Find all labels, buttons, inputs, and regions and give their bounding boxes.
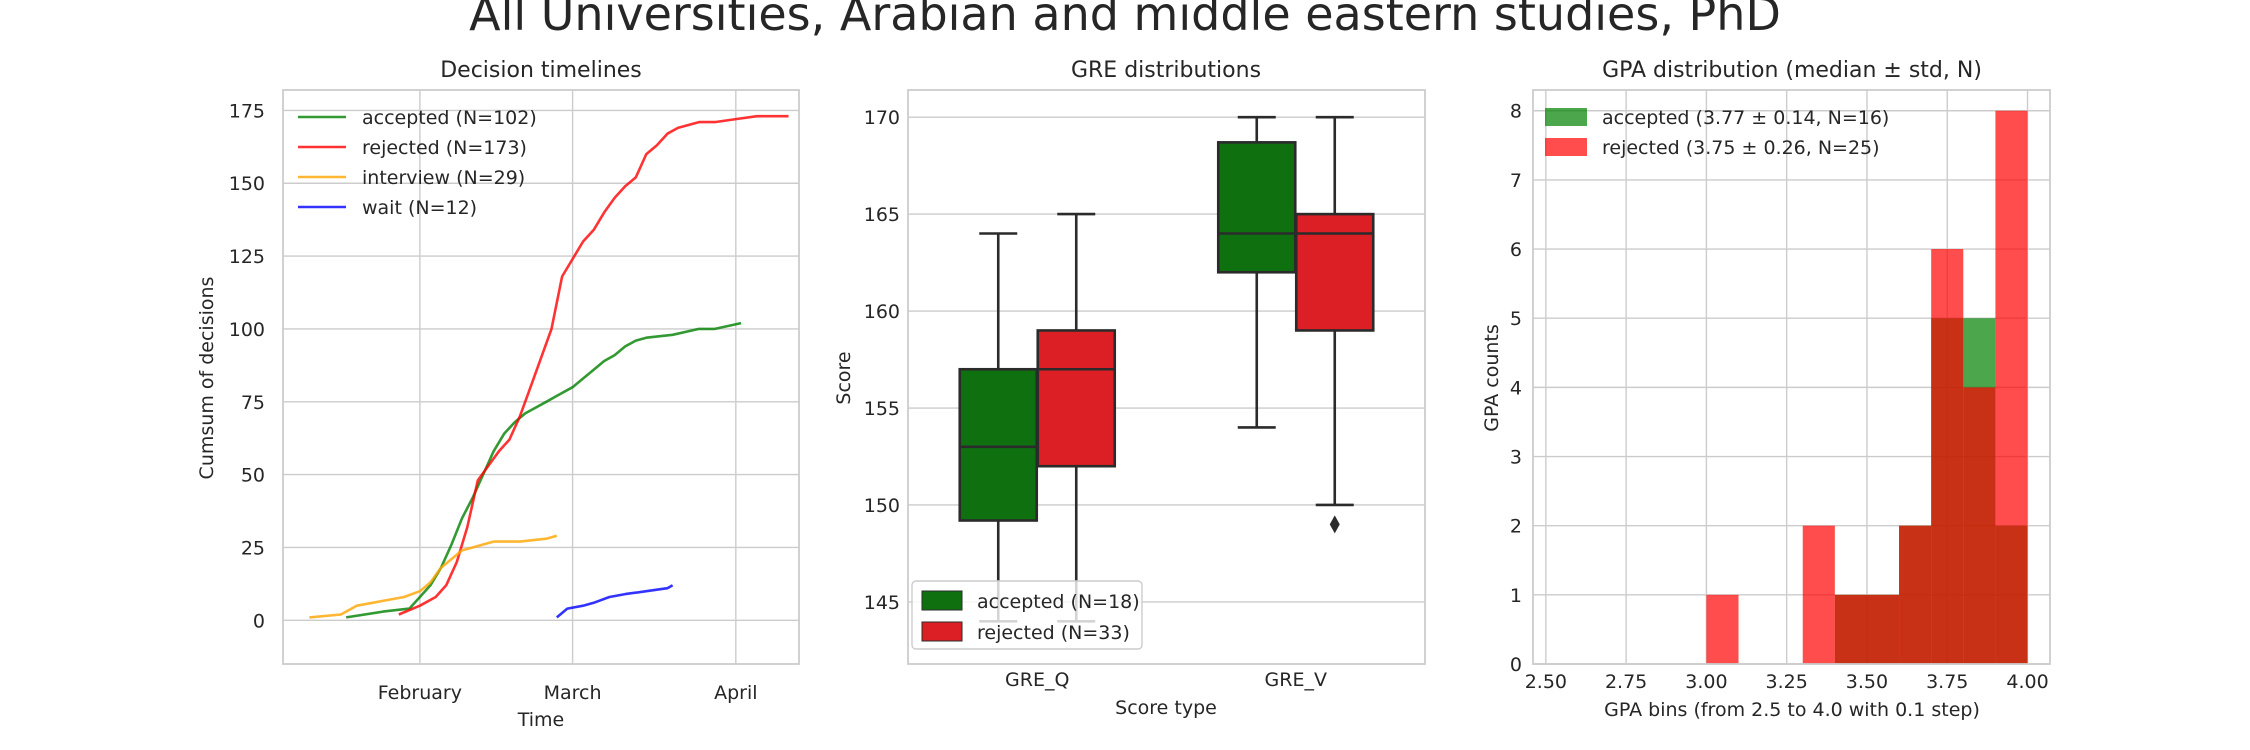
timeline-xlabel: Time <box>517 709 565 731</box>
gpa-axes-frame <box>1532 89 2051 665</box>
timeline-chart: Decision timelines Time Cumsum of decisi… <box>196 58 800 731</box>
gpa-y-tick-label: 1 <box>1510 585 1522 607</box>
legend-label-box_rejected: rejected (N=33) <box>977 622 1130 644</box>
gpa-xlabel: GPA bins (from 2.5 to 4.0 with 0.1 step) <box>1604 699 1980 721</box>
timeline-y-tick-label: 100 <box>229 319 265 341</box>
gre-axes-frame <box>907 89 1426 665</box>
timeline-y-tick-label: 75 <box>241 392 265 414</box>
gpa-x-tick-label: 3.00 <box>1685 671 1727 693</box>
timeline-y-tick-label: 0 <box>253 610 265 632</box>
legend-label-rejected: rejected (3.75 ± 0.26, N=25) <box>1602 137 1880 159</box>
legend-swatch-box_accepted <box>921 590 963 611</box>
gpa-ylabel: GPA counts <box>1481 324 1503 432</box>
gpa-chart: GPA distribution (median ± std, N) GPA b… <box>1481 58 2051 721</box>
timeline-series-interview <box>309 534 558 619</box>
gpa-bar-rejected <box>1931 249 1964 664</box>
timeline-legend: accepted (N=102) rejected (N=173) intervie… <box>298 107 537 219</box>
timeline-series-rejected <box>398 114 789 616</box>
timeline-series-accepted <box>345 321 742 619</box>
timeline-ylabel: Cumsum of decisions <box>196 277 218 480</box>
gpa-bar-rejected <box>1834 594 1867 664</box>
gre-xlabel: Score type <box>1115 697 1217 719</box>
legend-label-wait: wait (N=12) <box>362 197 477 219</box>
gre-x-tick-label: GRE_V <box>1265 669 1327 691</box>
gpa-y-tick-label: 2 <box>1510 516 1522 538</box>
gpa-x-tick-label: 3.50 <box>1846 671 1888 693</box>
gre-y-tick-label: 170 <box>864 107 900 129</box>
gpa-bar-rejected <box>1802 525 1835 664</box>
legend-label-rejected: rejected (N=173) <box>362 137 527 159</box>
gre-box-box_accepted <box>1216 115 1297 429</box>
gre-ylabel: Score <box>833 351 855 404</box>
gpa-y-tick-label: 0 <box>1510 654 1522 676</box>
gre-legend-box <box>911 580 1143 650</box>
gpa-bar-rejected <box>1866 594 1900 664</box>
gpa-y-tick-label: 7 <box>1510 170 1522 192</box>
gre-box-box_rejected <box>1294 115 1375 534</box>
legend-label-box_accepted: accepted (N=18) <box>977 591 1140 613</box>
timeline-title: Decision timelines <box>440 58 642 83</box>
gpa-x-tick-label: 4.00 <box>2006 671 2048 693</box>
gre-legend: accepted (N=18) rejected (N=33) <box>911 580 1143 650</box>
gpa-y-tick-label: 5 <box>1510 308 1522 330</box>
gre-box-iqr <box>1216 141 1297 274</box>
timeline-y-tick-label: 25 <box>241 537 265 559</box>
legend-swatch-rejected <box>1545 138 1587 156</box>
gpa-y-tick-label: 6 <box>1510 239 1522 261</box>
gre-y-tick-label: 165 <box>864 204 900 226</box>
gpa-series-rejected <box>1706 110 2028 664</box>
legend-swatch-box_rejected <box>921 621 963 642</box>
legend-swatch-accepted <box>1545 108 1587 126</box>
gre-y-tick-label: 160 <box>864 301 900 323</box>
figure-suptitle: All Universities, Arabian and middle eas… <box>469 0 1781 41</box>
timeline-x-tick-label: April <box>714 682 757 704</box>
gpa-y-tick-label: 3 <box>1510 447 1522 469</box>
timeline-y-tick-label: 150 <box>229 173 265 195</box>
timeline-series-wait <box>555 584 674 619</box>
gre-y-tick-label: 150 <box>864 495 900 517</box>
gpa-legend: accepted (3.77 ± 0.14, N=16) rejected (3.… <box>1545 107 1889 159</box>
timeline-y-tick-label: 50 <box>241 465 265 487</box>
gpa-x-tick-label: 3.75 <box>1926 671 1968 693</box>
gre-box-iqr <box>958 367 1039 522</box>
timeline-y-tick-label: 125 <box>229 246 265 268</box>
gpa-x-tick-label: 2.75 <box>1605 671 1647 693</box>
gre-box-box_rejected <box>1036 212 1117 623</box>
gre-box-iqr <box>1036 329 1117 468</box>
gre-box-box_accepted <box>958 232 1039 623</box>
gre-y-tick-label: 145 <box>864 592 900 614</box>
timeline-x-tick-label: February <box>378 682 462 704</box>
timeline-y-tick-label: 175 <box>229 100 265 122</box>
gpa-title: GPA distribution (median ± std, N) <box>1602 58 1982 83</box>
gpa-x-tick-label: 3.25 <box>1766 671 1808 693</box>
gre-chart: GRE distributions Score type Score 145 15… <box>833 58 1426 719</box>
gre-title: GRE distributions <box>1071 58 1261 83</box>
gre-x-tick-label: GRE_Q <box>1005 669 1069 691</box>
gre-outlier-marker <box>1329 515 1340 534</box>
gpa-bar-rejected <box>1963 387 1996 664</box>
gre-y-tick-label: 155 <box>864 398 900 420</box>
gpa-y-tick-label: 4 <box>1510 377 1522 399</box>
gpa-bar-rejected <box>1706 594 1739 664</box>
gpa-bar-rejected <box>1995 110 2028 664</box>
gpa-bar-rejected <box>1899 525 1932 664</box>
timeline-x-tick-label: March <box>544 682 602 704</box>
gre-box-iqr <box>1294 212 1375 332</box>
legend-label-interview: interview (N=29) <box>362 167 525 189</box>
gpa-x-tick-label: 2.50 <box>1525 671 1567 693</box>
legend-label-accepted: accepted (3.77 ± 0.14, N=16) <box>1602 107 1889 129</box>
legend-label-accepted: accepted (N=102) <box>362 107 537 129</box>
timeline-axes-frame <box>282 89 800 665</box>
gpa-y-tick-label: 8 <box>1510 101 1522 123</box>
